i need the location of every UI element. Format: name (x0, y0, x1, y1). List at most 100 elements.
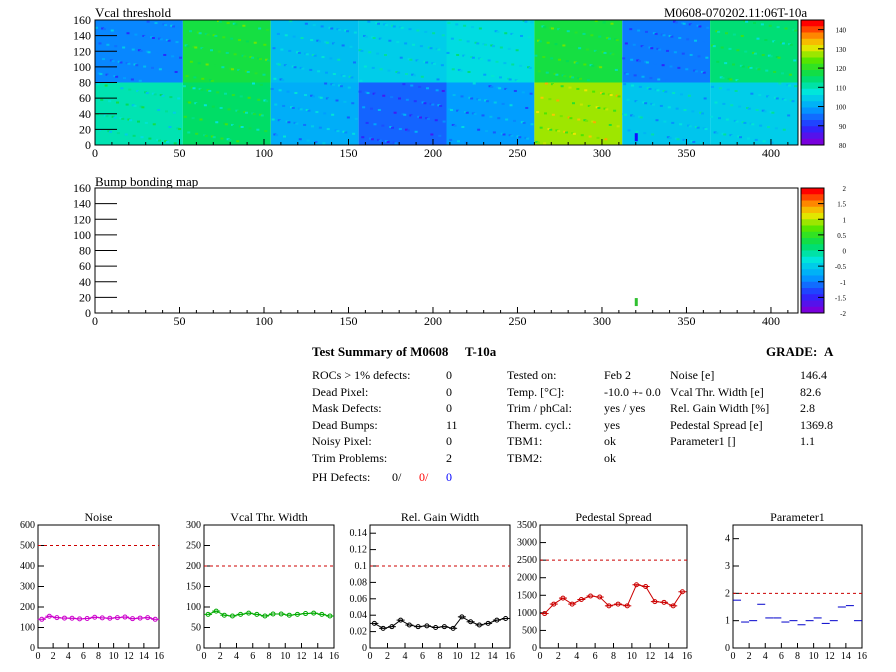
texture-speck (777, 56, 781, 59)
texture-speck (529, 92, 533, 95)
texture-speck (572, 102, 575, 105)
texture-speck (715, 30, 719, 33)
texture-speck (573, 61, 577, 64)
texture-speck (618, 24, 622, 27)
texture-speck (593, 49, 597, 52)
texture-speck (597, 65, 601, 68)
x-tick-label: 150 (339, 314, 357, 328)
texture-speck (499, 46, 503, 49)
texture-speck (430, 133, 434, 136)
texture-speck (598, 35, 602, 38)
texture-speck (317, 70, 321, 73)
texture-speck (558, 28, 562, 31)
texture-speck (617, 95, 621, 98)
x-tick-label: 150 (339, 146, 357, 160)
y-tick-label: 200 (186, 561, 201, 572)
texture-speck (505, 118, 509, 121)
texture-speck (293, 121, 297, 124)
texture-speck (137, 90, 141, 93)
data-marker (262, 613, 268, 619)
texture-speck (589, 64, 593, 67)
colorbar-segment (801, 32, 824, 40)
texture-speck (718, 117, 721, 120)
texture-speck (736, 49, 740, 52)
texture-speck (284, 34, 288, 37)
texture-speck (640, 45, 644, 48)
texture-speck (321, 56, 325, 59)
texture-speck (129, 119, 133, 122)
texture-speck (252, 113, 256, 116)
texture-speck (288, 49, 292, 52)
texture-speck (662, 89, 666, 92)
x-tick-label: 6 (250, 651, 255, 662)
summary-value: 2 (446, 450, 452, 465)
texture-speck (429, 102, 433, 105)
summary-label: TBM1: (507, 434, 543, 448)
x-tick-label: 14 (139, 651, 149, 662)
x-tick-label: 0 (92, 314, 98, 328)
summary-value: 146.4 (800, 368, 827, 382)
x-tick-label: 50 (173, 146, 185, 160)
texture-speck (650, 102, 654, 105)
texture-speck (164, 24, 168, 27)
y-tick-label: 0.02 (350, 627, 368, 638)
summary-value: ok (604, 450, 616, 465)
texture-speck (581, 62, 585, 65)
summary-value: 82.6 (800, 384, 821, 399)
y-tick-label: 0 (85, 306, 91, 320)
texture-speck (216, 91, 220, 94)
texture-speck (99, 73, 103, 76)
texture-speck (631, 115, 635, 118)
texture-speck (556, 99, 560, 102)
texture-speck (329, 57, 333, 60)
texture-speck (363, 65, 367, 68)
texture-speck (378, 37, 382, 40)
texture-speck (794, 29, 798, 32)
texture-speck (299, 66, 303, 69)
texture-speck (459, 69, 463, 72)
texture-speck (95, 113, 99, 116)
texture-speck (210, 49, 213, 52)
x-tick-label: 10 (627, 651, 637, 662)
texture-speck (188, 101, 192, 104)
texture-speck (721, 77, 725, 80)
texture-speck (438, 134, 442, 137)
texture-speck (361, 136, 365, 139)
texture-speck (767, 54, 771, 57)
texture-speck (210, 135, 214, 138)
texture-speck (519, 64, 523, 67)
data-marker (476, 622, 482, 628)
texture-speck (686, 38, 690, 41)
texture-speck (400, 26, 404, 29)
colorbar-tick-label: 140 (836, 27, 847, 35)
texture-speck (677, 66, 681, 69)
texture-speck (197, 62, 201, 65)
texture-speck (597, 106, 601, 109)
texture-speck (715, 132, 719, 135)
x-tick-label: 250 (508, 146, 526, 160)
roc-block-bottom-1 (182, 82, 271, 145)
x-tick-label: 4 (763, 651, 768, 662)
texture-speck (605, 108, 609, 111)
texture-speck (162, 23, 166, 26)
texture-speck (765, 69, 769, 72)
y-tick-label: 120 (73, 44, 91, 58)
texture-speck (754, 138, 758, 141)
texture-speck (406, 129, 410, 132)
roc-block-bottom-3 (358, 82, 447, 145)
texture-speck (544, 41, 548, 44)
texture-speck (608, 123, 612, 126)
texture-speck (561, 74, 565, 77)
texture-speck (212, 136, 216, 139)
texture-speck (119, 117, 123, 120)
texture-speck (144, 35, 147, 38)
texture-speck (568, 86, 572, 89)
texture-speck (514, 79, 518, 82)
texture-speck (133, 63, 137, 66)
texture-speck (425, 117, 429, 120)
texture-speck (570, 45, 574, 48)
texture-speck (279, 78, 283, 81)
texture-speck (593, 121, 596, 124)
texture-speck (433, 62, 436, 65)
texture-speck (792, 28, 796, 31)
